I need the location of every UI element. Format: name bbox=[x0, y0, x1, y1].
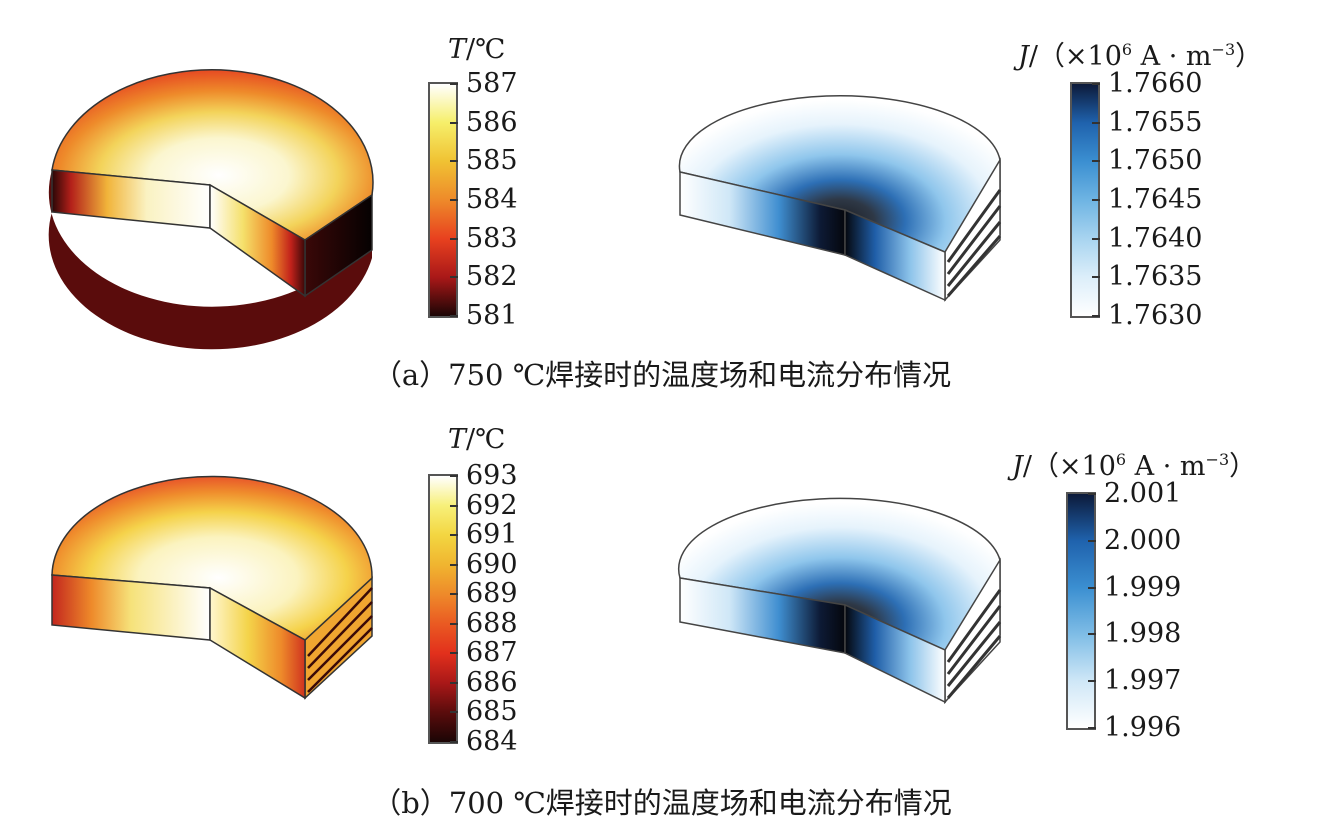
colorbar-tick-mark bbox=[450, 475, 458, 477]
colorbar-tick-mark bbox=[450, 563, 458, 566]
colorbar-tick-label: 693 bbox=[466, 460, 518, 491]
colorbar-tick-mark bbox=[1092, 121, 1100, 124]
colorbar-tick-label: 691 bbox=[466, 519, 518, 551]
colorbar-tick-label: 687 bbox=[466, 637, 518, 669]
colorbar-tick-label: 583 bbox=[466, 222, 518, 254]
colorbar-tick-mark bbox=[450, 622, 458, 625]
colorbar-tick-mark bbox=[450, 160, 458, 163]
colorbar-tick-mark bbox=[1092, 160, 1100, 163]
colorbar-tick-mark bbox=[1092, 83, 1100, 85]
temperature-colorbar bbox=[428, 474, 458, 744]
colorbar-tick-label: 587 bbox=[466, 68, 518, 99]
colorbar-tick-label: 684 bbox=[466, 726, 518, 757]
colorbar-tick-label: 2.001 bbox=[1104, 478, 1182, 509]
panel-b-graphics bbox=[51, 475, 1002, 705]
colorbar-tick-label: 1.7650 bbox=[1108, 145, 1203, 177]
colorbar-tick-mark bbox=[1088, 539, 1096, 542]
colorbar-tick-label: 1.7635 bbox=[1108, 261, 1203, 293]
colorbar-tick-label: 692 bbox=[466, 489, 518, 521]
colorbar-tick-mark bbox=[450, 711, 458, 714]
colorbar-tick-label: 1.7660 bbox=[1108, 68, 1203, 99]
colorbar-tick-mark bbox=[1088, 493, 1096, 495]
panel-a: T/℃ 587 586 585 584 583 582 581 J/（×106 A · m−… bbox=[0, 0, 1324, 410]
panel-b: T/℃ 693 692 691 690 689 688 687 686 685 684 J/（×1… bbox=[0, 410, 1324, 834]
colorbar-tick-mark bbox=[1092, 237, 1100, 240]
temperature-unit-label: T/℃ bbox=[448, 34, 506, 65]
panel-b-caption: （b）700 ℃焊接时的温度场和电流分布情况 bbox=[372, 786, 952, 820]
colorbar-tick-label: 1.7655 bbox=[1108, 106, 1203, 138]
colorbar-tick-label: 686 bbox=[466, 666, 518, 698]
colorbar-tick-mark bbox=[450, 276, 458, 279]
colorbar-tick-mark bbox=[450, 681, 458, 684]
current-density-model bbox=[678, 95, 1002, 302]
panel-a-graphics bbox=[48, 69, 1002, 350]
colorbar-tick-label: 1.997 bbox=[1104, 665, 1182, 697]
colorbar-tick-label: 582 bbox=[466, 261, 518, 293]
colorbar-tick-mark bbox=[450, 199, 458, 201]
colorbar-tick-mark bbox=[450, 652, 458, 655]
panel-a-caption: （a）750 ℃焊接时的温度场和电流分布情况 bbox=[372, 358, 952, 392]
colorbar-tick-label: 688 bbox=[466, 607, 518, 639]
temperature-field-model bbox=[51, 475, 373, 700]
current-density-unit-label: J/（×106 A · m−3） bbox=[1018, 40, 1263, 72]
current-density-model bbox=[677, 497, 1002, 705]
colorbar-tick-label: 581 bbox=[466, 300, 518, 331]
colorbar-tick-mark bbox=[450, 121, 458, 124]
colorbar-tick-mark bbox=[1092, 276, 1100, 279]
temperature-unit-label: T/℃ bbox=[448, 424, 506, 455]
colorbar-tick-label: 585 bbox=[466, 145, 518, 177]
colorbar-tick-label: 690 bbox=[466, 548, 518, 580]
colorbar-tick-mark bbox=[450, 315, 458, 317]
colorbar-tick-label: 2.000 bbox=[1104, 524, 1182, 556]
colorbar-tick-mark bbox=[450, 83, 458, 85]
colorbar-tick-mark bbox=[450, 534, 458, 537]
current-density-colorbar bbox=[1066, 492, 1096, 730]
colorbar-tick-mark bbox=[1088, 680, 1096, 683]
colorbar-tick-label: 689 bbox=[466, 578, 518, 610]
colorbar-tick-mark bbox=[450, 593, 458, 596]
colorbar-tick-label: 586 bbox=[466, 106, 518, 138]
colorbar-tick-label: 1.996 bbox=[1104, 712, 1182, 743]
colorbar-tick-label: 1.7645 bbox=[1108, 184, 1203, 215]
colorbar-tick-mark bbox=[1092, 315, 1100, 317]
colorbar-tick-mark bbox=[450, 237, 458, 240]
temperature-field-model bbox=[48, 69, 374, 350]
colorbar-tick-mark bbox=[1088, 633, 1096, 636]
colorbar-tick-label: 1.998 bbox=[1104, 618, 1182, 650]
colorbar-tick-mark bbox=[450, 741, 458, 743]
colorbar-tick-label: 1.7630 bbox=[1108, 300, 1203, 331]
colorbar-tick-mark bbox=[1088, 727, 1096, 729]
colorbar-tick-label: 1.999 bbox=[1104, 571, 1182, 603]
current-density-unit-label: J/（×106 A · m−3） bbox=[1012, 450, 1257, 482]
colorbar-tick-label: 584 bbox=[466, 184, 518, 215]
colorbar-tick-mark bbox=[1092, 199, 1100, 201]
colorbar-tick-label: 685 bbox=[466, 696, 518, 728]
colorbar-tick-mark bbox=[450, 504, 458, 507]
colorbar-tick-mark bbox=[1088, 586, 1096, 589]
colorbar-tick-label: 1.7640 bbox=[1108, 222, 1203, 254]
